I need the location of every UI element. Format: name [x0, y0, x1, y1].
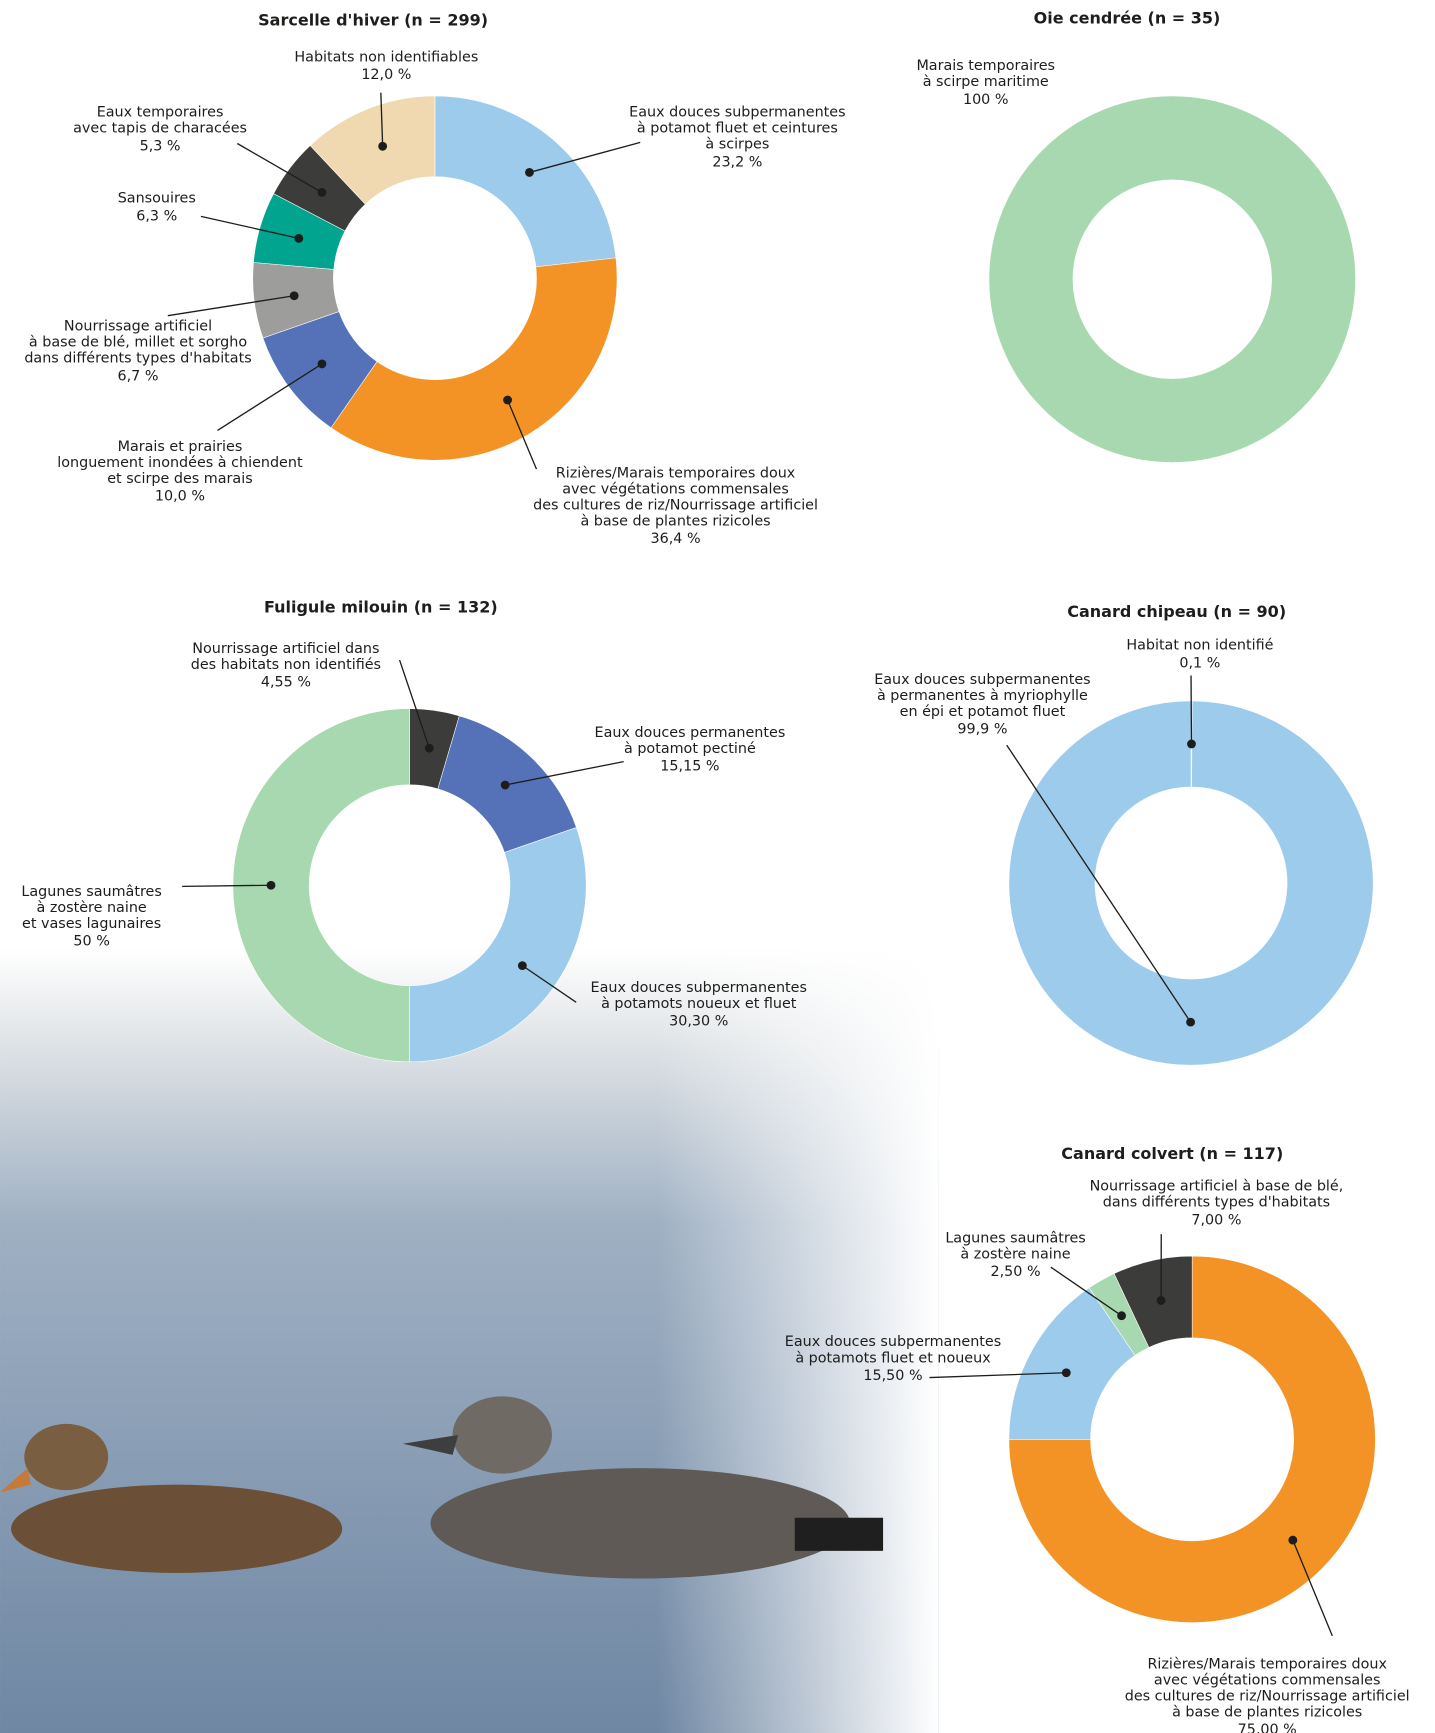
- segment-label: à permanentes à myriophylle: [877, 688, 1088, 704]
- segment-label: à scirpe maritime: [923, 74, 1049, 90]
- value-label: 50 %: [73, 934, 109, 950]
- leader-dot: [501, 781, 510, 790]
- segment-label: avec végétations commensales: [1154, 1673, 1381, 1689]
- segment-label: Eaux temporaires: [97, 105, 224, 121]
- segment-label: Habitat non identifié: [1126, 638, 1273, 654]
- leader-dot: [290, 291, 299, 300]
- leader-dot: [1117, 1311, 1126, 1320]
- value-label: 7,00 %: [1191, 1212, 1241, 1228]
- leader-dot: [1062, 1368, 1071, 1377]
- segment-label: des cultures de riz/Nourrissage artifici…: [533, 498, 818, 514]
- leader-dot: [425, 744, 434, 753]
- chart-title: Oie cendrée (n = 35): [1034, 8, 1221, 27]
- segment-label: avec végétations commensales: [562, 482, 789, 498]
- chart-title: Canard colvert (n = 117): [1061, 1144, 1283, 1163]
- segment-label: longuement inondées à chiendent: [57, 455, 303, 471]
- leader-dot: [318, 188, 327, 197]
- donut-segment: [989, 96, 1356, 462]
- segment-label: à base de plantes rizicoles: [1172, 1705, 1362, 1721]
- donut-segment: [435, 96, 616, 267]
- value-label: 0,1 %: [1179, 655, 1220, 671]
- leader-dot: [318, 360, 327, 369]
- leader-dot: [518, 961, 527, 970]
- segment-label: à potamots fluet et noueux: [795, 1350, 991, 1366]
- chart-title: Fuligule milouin (n = 132): [264, 598, 498, 617]
- chart-title: Canard chipeau (n = 90): [1067, 602, 1286, 621]
- segment-label: des habitats non identifiés: [191, 657, 381, 673]
- leader-dot: [1187, 740, 1196, 749]
- segment-label: Sansouires: [118, 191, 196, 207]
- segment-label: Eaux douces subpermanentes: [629, 105, 845, 121]
- segment-label: Eaux douces subpermanentes: [874, 672, 1090, 688]
- value-label: 5,3 %: [140, 138, 181, 154]
- value-label: 15,50 %: [863, 1368, 922, 1384]
- leader-dot: [503, 396, 512, 405]
- segment-label: Marais temporaires: [916, 58, 1055, 74]
- leader-dot: [1288, 1536, 1297, 1545]
- segment-label: à base de plantes rizicoles: [580, 514, 770, 530]
- segment-label: et scirpe des marais: [107, 471, 252, 487]
- value-label: 12,0 %: [361, 67, 411, 83]
- leader-dot: [1157, 1296, 1166, 1305]
- segment-label: Lagunes saumâtres: [21, 884, 161, 900]
- leader-dot: [525, 168, 534, 177]
- figure: Sarcelle d'hiver (n = 299) Eaux douces su…: [0, 0, 1435, 1733]
- value-label: 6,3 %: [136, 208, 177, 224]
- segment-label: à potamots noueux et fluet: [601, 996, 797, 1012]
- value-label: 4,55 %: [261, 675, 311, 691]
- segment-label: à zostère naine: [960, 1246, 1070, 1262]
- leader-dot: [294, 234, 303, 243]
- segment-label: Nourrissage artificiel dans: [192, 641, 379, 657]
- segment-label: à potamot fluet et ceintures: [637, 121, 838, 137]
- value-label: 6,7 %: [118, 368, 159, 384]
- value-label: 100 %: [963, 92, 1009, 108]
- segment-label: Eaux douces subpermanentes: [785, 1334, 1001, 1350]
- segment-label: Nourrissage artificiel: [64, 319, 212, 335]
- segment-label: Marais et prairies: [118, 439, 243, 455]
- leader-dot: [1186, 1018, 1195, 1027]
- page: {"chart_data":[ {"type":"donut","title":…: [0, 0, 1435, 1733]
- value-label: 99,9 %: [957, 722, 1007, 738]
- segment-label: Nourrissage artificiel à base de blé,: [1090, 1179, 1344, 1195]
- chart-title: Sarcelle d'hiver (n = 299): [258, 10, 488, 29]
- segment-label: Rizières/Marais temporaires doux: [556, 466, 796, 482]
- segment-label: avec tapis de characées: [73, 121, 247, 137]
- segment-label: à scirpes: [705, 137, 769, 153]
- segment-label: Eaux douces permanentes: [595, 725, 786, 741]
- value-label: 15,15 %: [660, 759, 719, 775]
- segment-label: en épi et potamot fluet: [900, 704, 1066, 720]
- donut-segment: [1009, 701, 1373, 1065]
- segment-label: dans différents types d'habitats: [1103, 1195, 1330, 1211]
- segment-label: et vases lagunaires: [22, 916, 161, 932]
- leader-dot: [378, 142, 387, 151]
- value-label: 36,4 %: [651, 531, 701, 547]
- value-label: 30,30 %: [669, 1014, 728, 1030]
- segment-label: des cultures de riz/Nourrissage artifici…: [1125, 1689, 1410, 1705]
- value-label: 75,00 %: [1238, 1722, 1297, 1733]
- value-label: 10,0 %: [155, 489, 205, 505]
- segment-label: Eaux douces subpermanentes: [591, 980, 807, 996]
- segment-label: Rizières/Marais temporaires doux: [1147, 1657, 1387, 1673]
- segment-label: dans différents types d'habitats: [24, 351, 251, 367]
- segment-label: à zostère naine: [37, 900, 147, 916]
- value-label: 23,2 %: [712, 154, 762, 170]
- value-label: 2,50 %: [990, 1264, 1040, 1280]
- segment-label: Habitats non identifiables: [294, 49, 478, 65]
- leader-dot: [267, 881, 276, 890]
- segment-label: à potamot pectiné: [624, 741, 756, 757]
- segment-label: à base de blé, millet et sorgho: [29, 335, 247, 351]
- segment-label: Lagunes saumâtres: [945, 1230, 1085, 1246]
